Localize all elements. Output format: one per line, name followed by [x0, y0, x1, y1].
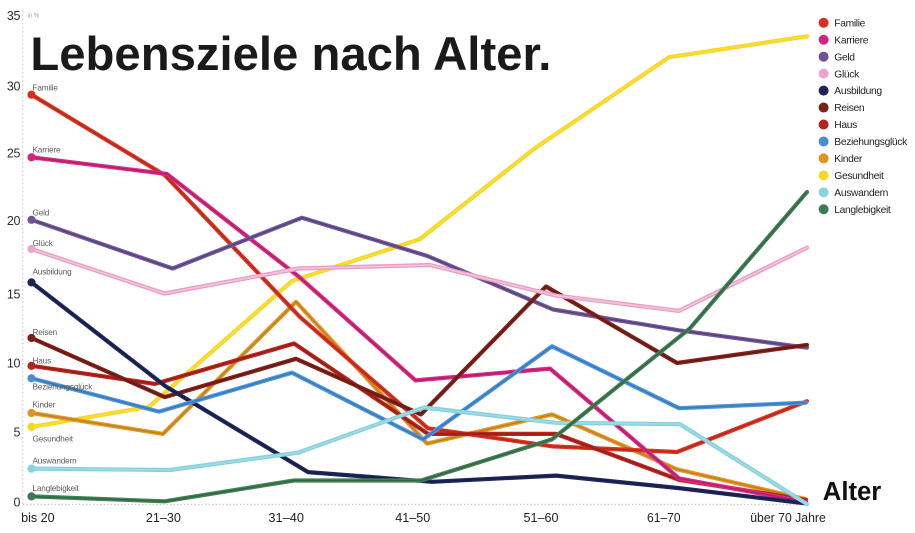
- svg-text:Reisen: Reisen: [834, 103, 865, 114]
- svg-text:41–50: 41–50: [395, 511, 430, 525]
- svg-text:5: 5: [13, 426, 20, 440]
- svg-text:Familie: Familie: [834, 18, 865, 29]
- svg-text:Gesundheit: Gesundheit: [33, 435, 74, 444]
- svg-text:21–30: 21–30: [146, 511, 181, 525]
- svg-text:Ausbildung: Ausbildung: [834, 86, 882, 97]
- svg-text:Haus: Haus: [33, 357, 52, 366]
- svg-text:Kinder: Kinder: [834, 154, 863, 165]
- svg-text:Glück: Glück: [834, 69, 860, 80]
- svg-text:Auswandern: Auswandern: [33, 456, 78, 465]
- svg-text:Reisen: Reisen: [33, 328, 58, 337]
- svg-text:Lebensziele nach Alter.: Lebensziele nach Alter.: [30, 27, 551, 80]
- svg-text:Langlebigkeit: Langlebigkeit: [33, 484, 80, 493]
- svg-text:Geld: Geld: [834, 52, 855, 63]
- svg-text:0: 0: [13, 496, 20, 510]
- svg-text:Geld: Geld: [33, 209, 50, 218]
- svg-text:Karriere: Karriere: [33, 146, 62, 155]
- svg-text:Kinder: Kinder: [33, 401, 56, 410]
- svg-text:31–40: 31–40: [268, 511, 304, 525]
- svg-text:Ausbildung: Ausbildung: [33, 268, 73, 277]
- svg-text:Familie: Familie: [33, 84, 59, 93]
- svg-text:Karriere: Karriere: [834, 35, 868, 46]
- svg-text:in %: in %: [28, 13, 40, 20]
- svg-text:25: 25: [7, 146, 21, 160]
- svg-text:10: 10: [7, 357, 21, 371]
- svg-text:Alter: Alter: [823, 478, 882, 506]
- svg-text:Gesundheit: Gesundheit: [834, 171, 884, 182]
- svg-text:Beziehungsglück: Beziehungsglück: [33, 383, 94, 392]
- svg-text:51–60: 51–60: [524, 511, 559, 525]
- svg-text:35: 35: [7, 9, 21, 23]
- svg-text:bis 20: bis 20: [21, 511, 55, 525]
- svg-text:Glück: Glück: [33, 239, 54, 248]
- svg-text:61–70: 61–70: [647, 511, 681, 525]
- svg-text:Auswandern: Auswandern: [834, 188, 888, 199]
- svg-text:über 70 Jahre: über 70 Jahre: [750, 511, 826, 525]
- svg-text:Beziehungsglück: Beziehungsglück: [834, 137, 908, 148]
- svg-text:30: 30: [7, 79, 21, 93]
- svg-text:Langlebigkeit: Langlebigkeit: [834, 205, 891, 216]
- svg-text:20: 20: [7, 214, 21, 228]
- svg-text:Haus: Haus: [834, 120, 857, 131]
- svg-text:15: 15: [7, 288, 21, 302]
